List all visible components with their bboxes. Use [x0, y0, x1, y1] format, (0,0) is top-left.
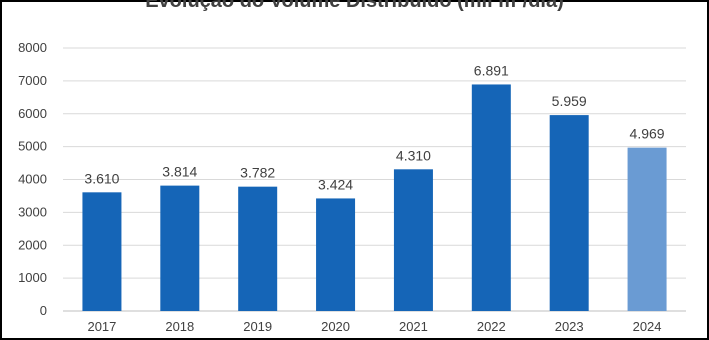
y-tick-label: 2000 — [18, 237, 47, 252]
x-tick-label: 2021 — [399, 319, 428, 334]
x-axis: 2017 2018 2019 2020 2021 2022 2023 2024 — [87, 319, 661, 334]
x-tick-label: 2019 — [243, 319, 272, 334]
y-tick-label: 3000 — [18, 204, 47, 219]
data-label-2024: 4.969 — [630, 126, 665, 142]
x-tick-label: 2017 — [87, 319, 116, 334]
y-axis: 0 1000 2000 3000 4000 5000 6000 7000 8000 — [18, 40, 47, 318]
bar-2020 — [316, 198, 356, 311]
bar-2022 — [471, 84, 511, 311]
y-tick-label: 0 — [40, 303, 47, 318]
bar-2023 — [549, 115, 589, 312]
y-tick-label: 5000 — [18, 139, 47, 154]
data-label-2023: 5.959 — [552, 93, 587, 109]
data-label-2018: 3.814 — [162, 164, 197, 180]
x-tick-label: 2020 — [321, 319, 350, 334]
y-tick-label: 6000 — [18, 106, 47, 121]
y-tick-label: 7000 — [18, 73, 47, 88]
data-label-2021: 4.310 — [396, 147, 431, 163]
gridlines — [63, 47, 686, 312]
y-tick-label: 4000 — [18, 172, 47, 187]
bar-2017 — [82, 192, 122, 311]
bar-2019 — [238, 186, 278, 311]
data-labels: 3.610 3.814 3.782 3.424 4.310 6.891 5.959 4.969 — [84, 62, 664, 192]
bar-2024 — [627, 147, 667, 311]
y-tick-label: 1000 — [18, 270, 47, 285]
x-tick-label: 2018 — [165, 319, 194, 334]
chart-title: Evolução do Volume Distribuído (mil m³/d… — [145, 0, 564, 12]
data-label-2020: 3.424 — [318, 176, 353, 192]
x-tick-label: 2022 — [477, 319, 506, 334]
x-tick-label: 2024 — [633, 319, 662, 334]
x-tick-label: 2023 — [555, 319, 584, 334]
bar-2018 — [160, 185, 200, 311]
bars — [82, 84, 667, 312]
data-label-2019: 3.782 — [240, 165, 275, 181]
data-label-2017: 3.610 — [84, 170, 119, 186]
data-label-2022: 6.891 — [474, 62, 509, 78]
bar-2021 — [393, 169, 433, 311]
y-tick-label: 8000 — [18, 40, 47, 55]
